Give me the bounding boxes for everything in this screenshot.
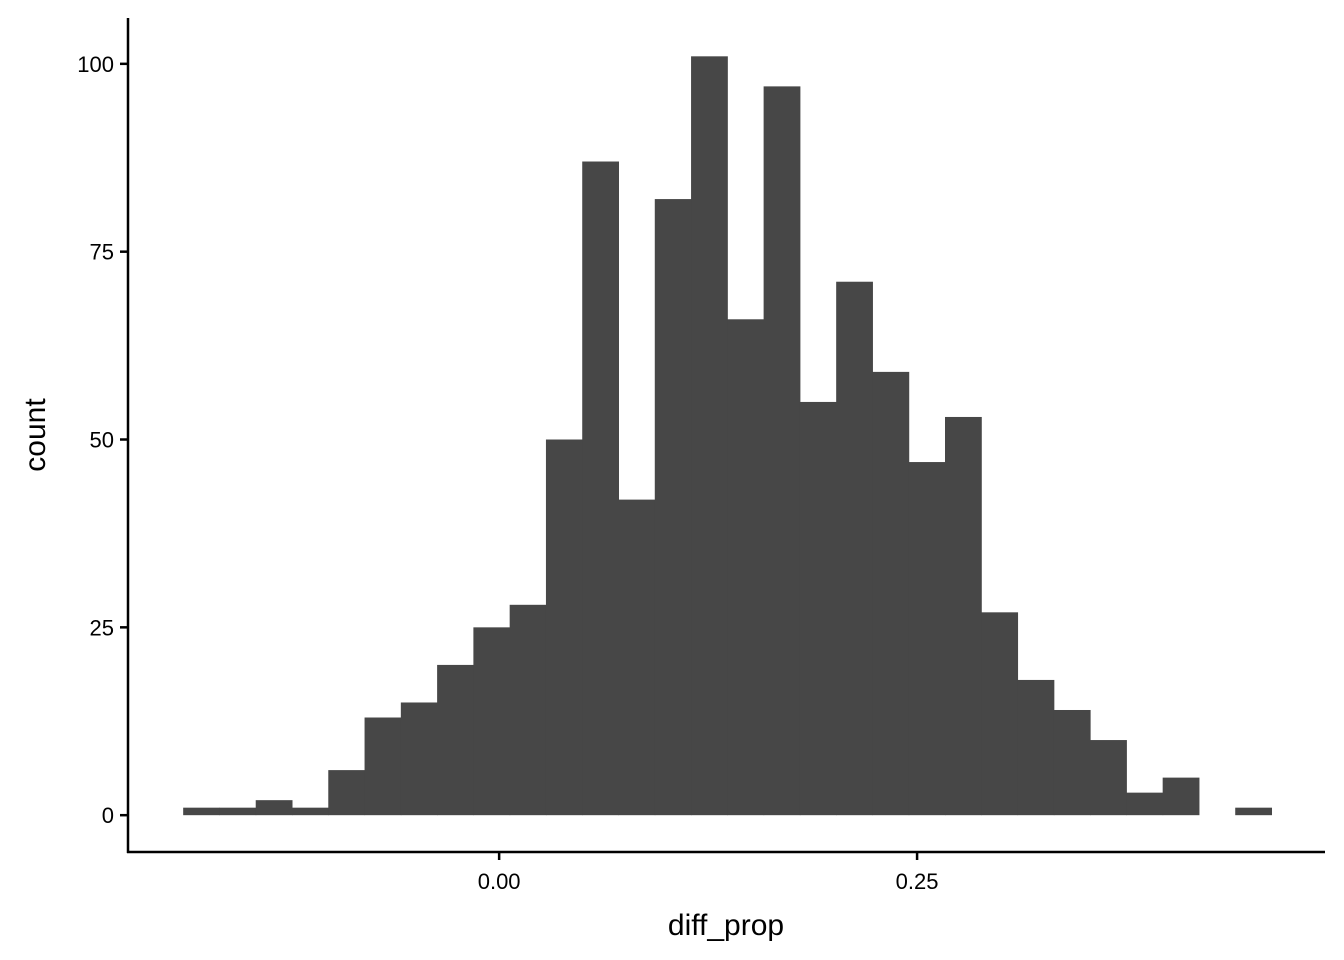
y-tick-label: 75 [90, 240, 114, 265]
histogram-bar [727, 319, 765, 816]
histogram-bar [799, 401, 837, 816]
histogram-bar [1126, 792, 1164, 816]
x-ticks: 0.00 0.25 [478, 852, 939, 894]
histogram-bar [400, 702, 438, 816]
x-axis-title: diff_prop [668, 909, 784, 942]
histogram-bar [328, 770, 366, 816]
histogram-bar [1235, 807, 1273, 816]
histogram-bar [654, 199, 692, 816]
histogram-bar [1053, 709, 1091, 816]
histogram-bar [255, 800, 293, 816]
histogram-bar [691, 56, 728, 816]
y-axis-title: count [19, 398, 52, 472]
bars [183, 56, 1273, 816]
histogram-bar [945, 416, 982, 816]
histogram-bar [219, 807, 257, 816]
histogram-bar [582, 161, 620, 816]
y-ticks: 0 25 50 75 100 [77, 52, 128, 828]
histogram-bar [836, 281, 873, 816]
histogram-bar [183, 807, 220, 816]
histogram-bar [1162, 777, 1200, 816]
x-tick-label: 0.00 [478, 869, 521, 894]
histogram-bar [1017, 679, 1055, 816]
y-tick-label: 0 [102, 803, 114, 828]
histogram-bar [908, 462, 946, 816]
y-tick-label: 100 [77, 52, 114, 77]
x-tick-label: 0.25 [896, 869, 939, 894]
histogram-bar [364, 717, 402, 816]
histogram-bar [872, 371, 910, 816]
histogram-bar [545, 439, 583, 816]
histogram-bar [292, 807, 329, 816]
histogram-bar [509, 604, 547, 816]
histogram-bar [1090, 740, 1127, 816]
y-tick-label: 50 [90, 428, 114, 453]
histogram-bar [437, 664, 474, 816]
histogram-bar [981, 612, 1019, 816]
histogram-bar [618, 499, 656, 816]
y-tick-label: 25 [90, 615, 114, 640]
histogram-bar [473, 627, 511, 816]
histogram-bar [763, 86, 801, 816]
